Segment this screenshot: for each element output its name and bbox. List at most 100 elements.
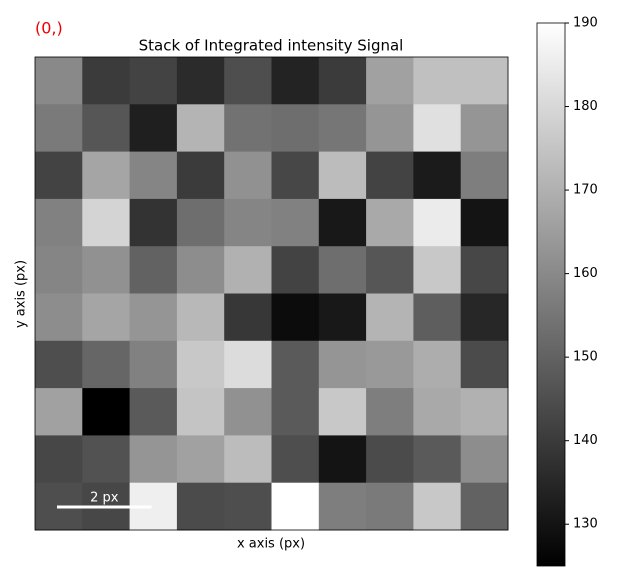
heatmap-cell: [366, 104, 414, 153]
colorbar-tick-label: 170: [573, 183, 598, 198]
heatmap-cell: [224, 198, 272, 247]
heatmap-cell: [271, 151, 320, 200]
plot-frame: [34, 56, 509, 531]
heatmap-cell: [35, 151, 83, 200]
heatmap-cell: [318, 340, 367, 389]
heatmap-cell: [224, 104, 272, 153]
heatmap-cell: [460, 435, 509, 484]
heatmap-cell: [35, 198, 83, 247]
heatmap-cell: [366, 151, 414, 200]
heatmap-cell: [129, 388, 178, 436]
colorbar: [536, 22, 566, 567]
heatmap-cell: [366, 340, 414, 389]
heatmap-cell: [271, 482, 320, 531]
heatmap-cell: [413, 482, 462, 531]
colorbar-tick-label: 130: [573, 517, 598, 532]
heatmap-cell: [271, 293, 320, 342]
heatmap-cell: [318, 151, 367, 200]
heatmap-cell: [413, 388, 462, 436]
heatmap-cell: [460, 246, 509, 294]
heatmap-cell: [271, 246, 320, 294]
heatmap-cell: [176, 388, 225, 436]
heatmap-cell: [413, 246, 462, 294]
heatmap-cell: [271, 198, 320, 247]
heatmap-cell: [271, 340, 320, 389]
heatmap-cell: [35, 57, 83, 105]
heatmap-cell: [460, 293, 509, 342]
heatmap-cell: [224, 293, 272, 342]
heatmap-cell: [413, 104, 462, 153]
heatmap-cell: [224, 340, 272, 389]
colorbar-tick-label: 150: [573, 350, 598, 365]
heatmap-cell: [318, 293, 367, 342]
heatmap-cell: [129, 57, 178, 105]
heatmap-cell: [129, 104, 178, 153]
heatmap-cell: [366, 57, 414, 105]
y-axis-label: y axis (px): [14, 260, 29, 328]
heatmap-cell: [176, 340, 225, 389]
heatmap-cell: [318, 246, 367, 294]
heatmap-cell: [413, 198, 462, 247]
heatmap-cell: [460, 104, 509, 153]
heatmap-cell: [176, 482, 225, 531]
heatmap-cell: [129, 340, 178, 389]
heatmap-cell: [366, 246, 414, 294]
heatmap-cell: [318, 388, 367, 436]
heatmap-cell: [271, 388, 320, 436]
heatmap-cell: [35, 388, 83, 436]
heatmap-cell: [176, 435, 225, 484]
heatmap-cell: [35, 340, 83, 389]
heatmap-cell: [366, 388, 414, 436]
heatmap-cell: [460, 151, 509, 200]
heatmap-cell: [460, 198, 509, 247]
heatmap-cell: [176, 198, 225, 247]
chart-title: Stack of Integrated intensity Signal: [139, 37, 404, 55]
heatmap-cell: [366, 198, 414, 247]
heatmap-cell: [82, 388, 131, 436]
x-axis-label: x axis (px): [237, 537, 305, 552]
heatmap-cell: [271, 57, 320, 105]
colorbar-tick-label: 160: [573, 266, 598, 281]
heatmap-cell: [224, 388, 272, 436]
heatmap-cell: [82, 435, 131, 484]
heatmap-cell: [224, 435, 272, 484]
navigation-label: (0,): [35, 19, 63, 38]
colorbar-tick-label: 180: [573, 99, 598, 114]
heatmap-cell: [318, 435, 367, 484]
heatmap-cell: [224, 246, 272, 294]
heatmap-cell: [176, 104, 225, 153]
heatmap-cell: [35, 104, 83, 153]
heatmap-cell: [35, 435, 83, 484]
heatmap-cell: [176, 57, 225, 105]
heatmap-cell: [413, 57, 462, 105]
heatmap-cell: [176, 151, 225, 200]
heatmap-cell: [318, 57, 367, 105]
colorbar-tick-label: 190: [573, 16, 598, 31]
heatmap-cell: [129, 435, 178, 484]
heatmap-cell: [366, 435, 414, 484]
heatmap-cell: [82, 57, 131, 105]
heatmap-cell: [82, 246, 131, 294]
heatmap-cell: [318, 198, 367, 247]
heatmap-cell: [129, 293, 178, 342]
scalebar-label: 2 px: [90, 491, 119, 506]
heatmap-cell: [271, 435, 320, 484]
heatmap-cell: [413, 435, 462, 484]
heatmap-cell: [35, 293, 83, 342]
heatmap-cell: [129, 198, 178, 247]
heatmap-cell: [82, 104, 131, 153]
heatmap-cell: [224, 57, 272, 105]
heatmap-cell: [318, 104, 367, 153]
heatmap-cell: [224, 482, 272, 531]
heatmap-cell: [460, 482, 509, 531]
heatmap-cell: [82, 151, 131, 200]
heatmap-cell: [271, 104, 320, 153]
heatmap-cell: [460, 57, 509, 105]
heatmap-cell: [176, 246, 225, 294]
heatmap-cell: [366, 482, 414, 531]
heatmap-cell: [413, 293, 462, 342]
heatmap-cell: [129, 151, 178, 200]
heatmap-cell: [82, 293, 131, 342]
heatmap-cell: [176, 293, 225, 342]
